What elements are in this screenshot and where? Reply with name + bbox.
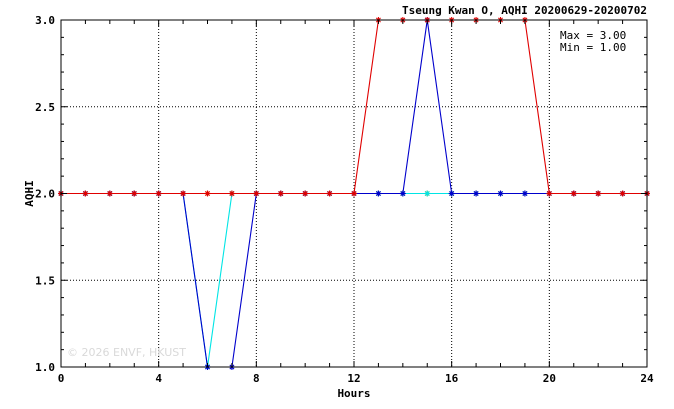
y-tick-label: 3.0: [35, 14, 55, 27]
series-point: [204, 190, 211, 197]
grid-layer: [61, 20, 647, 367]
series-point: [595, 190, 602, 197]
max-stat: Max = 3.00: [560, 29, 626, 42]
series-point: [570, 190, 577, 197]
series-point: [424, 190, 431, 197]
series-point: [473, 190, 480, 197]
series-point: [351, 190, 357, 197]
x-tick-label: 12: [347, 372, 360, 385]
y-tick-label: 2.0: [35, 188, 55, 201]
series-point: [546, 190, 553, 197]
series-layer: [58, 17, 650, 370]
series-point: [82, 190, 89, 197]
series-point: [106, 190, 113, 197]
series-point: [497, 190, 504, 197]
series-point: [180, 190, 187, 197]
x-tick-label: 4: [155, 372, 162, 385]
series-point: [277, 190, 284, 197]
x-tick-label: 8: [253, 372, 260, 385]
x-tick-label: 0: [58, 372, 65, 385]
chart-title: Tseung Kwan O, AQHI 20200629-20200702: [402, 4, 647, 17]
series-point: [448, 190, 455, 197]
series-point: [131, 190, 138, 197]
series-point: [155, 190, 162, 197]
series-point: [375, 190, 382, 197]
min-stat: Min = 1.00: [560, 41, 626, 54]
series-point: [399, 190, 406, 197]
series-point: [326, 190, 333, 197]
series-point: [228, 190, 235, 197]
x-tick-label: 16: [445, 372, 459, 385]
y-tick-label: 2.5: [35, 101, 55, 114]
y-tick-label: 1.0: [35, 361, 55, 374]
x-tick-label: 24: [640, 372, 654, 385]
series-point: [521, 190, 528, 197]
x-tick-label: 20: [543, 372, 556, 385]
x-axis-label: Hours: [337, 387, 370, 400]
tick-layer: 0 4 8 12 16 20 24 1.0 1.5 2.0 2.5 3.0: [35, 14, 654, 385]
series-point: [302, 190, 309, 197]
watermark: © 2026 ENVF, HKUST: [67, 346, 186, 359]
y-tick-label: 1.5: [35, 274, 55, 287]
y-axis-label: AQHI: [23, 180, 36, 207]
series-point: [253, 190, 260, 197]
series-point: [619, 190, 626, 197]
